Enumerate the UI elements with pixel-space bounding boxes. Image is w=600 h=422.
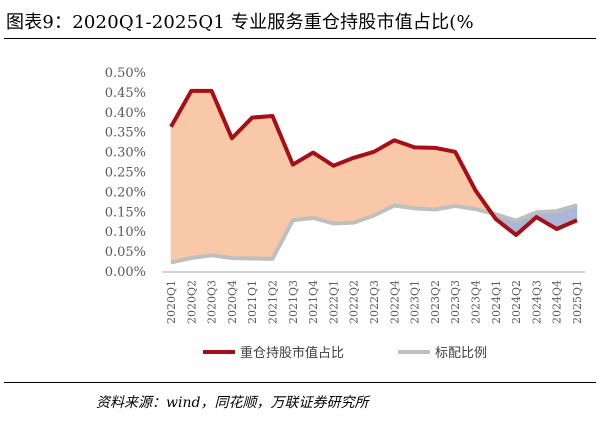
x-tick-label: 2022Q3	[368, 280, 381, 324]
series-lines	[169, 88, 578, 265]
source-rule	[4, 382, 596, 383]
fill-segment	[170, 89, 192, 263]
legend-label-biaopei: 标配比例	[435, 346, 487, 361]
legend: 重仓持股市值占比 标配比例	[203, 345, 487, 361]
y-tick-label: 0.20%	[105, 185, 146, 200]
x-tick-label: 2021Q3	[287, 280, 300, 324]
series-line-zhongcang	[169, 88, 578, 237]
x-tick-label: 2022Q2	[348, 280, 361, 324]
fill-segment	[251, 115, 273, 260]
x-tick-label: 2020Q1	[165, 280, 178, 324]
x-tick-label: 2023Q4	[470, 280, 483, 324]
fill-segment	[414, 147, 436, 210]
legend-label-zhongcang: 重仓持股市值占比	[240, 345, 344, 361]
y-tick-label: 0.10%	[105, 225, 146, 240]
fill-segment	[434, 147, 456, 210]
fill-segment	[333, 157, 355, 224]
x-tick-label: 2024Q3	[530, 280, 543, 324]
x-tick-label: 2020Q2	[185, 280, 198, 324]
y-tick-label: 0.00%	[105, 265, 146, 280]
fill-segment	[353, 151, 375, 224]
x-tick-label: 2024Q1	[490, 280, 503, 324]
series-line-biaopei	[170, 203, 578, 265]
x-tick-label: 2024Q2	[510, 280, 523, 324]
source-note: 资料来源：wind，同花顺，万联证券研究所	[96, 395, 369, 411]
y-tick-label: 0.05%	[105, 245, 146, 260]
x-tick-label: 2024Q4	[551, 280, 564, 324]
y-tick-label: 0.40%	[105, 106, 146, 121]
x-tick-label: 2020Q3	[206, 280, 219, 324]
x-tick-label: 2023Q1	[409, 280, 422, 324]
y-tick-label: 0.45%	[105, 86, 146, 101]
y-tick-label: 0.30%	[105, 146, 146, 161]
y-tick-label: 0.25%	[105, 166, 146, 181]
title-rule	[4, 38, 596, 39]
x-tick-label: 2025Q1	[571, 280, 584, 324]
chart: 0.00% 0.05% 0.10% 0.15% 0.20% 0.25% 0.30% 0.35%…	[105, 66, 585, 361]
x-tick-label: 2022Q1	[327, 280, 340, 324]
x-tick-label: 2021Q1	[246, 280, 259, 324]
y-tick-label: 0.50%	[105, 66, 146, 81]
x-tick-label: 2022Q4	[388, 280, 401, 324]
x-tick-label: 2021Q4	[307, 280, 320, 324]
x-tick-label: 2023Q3	[449, 280, 462, 324]
chart-title: 图表9：2020Q1-2025Q1 专业服务重仓持股市值占比(%	[6, 12, 474, 33]
fill-segment	[191, 90, 212, 259]
y-tick-label: 0.15%	[105, 205, 146, 220]
axes: 0.00% 0.05% 0.10% 0.15% 0.20% 0.25% 0.30% 0.35%…	[105, 66, 585, 324]
x-tick-label: 2023Q2	[429, 280, 442, 324]
fill-segment	[393, 139, 415, 209]
x-tick-label: 2021Q2	[267, 280, 280, 324]
y-tick-label: 0.35%	[105, 126, 146, 141]
fill-segment	[231, 116, 253, 259]
x-tick-label: 2020Q4	[226, 280, 239, 324]
